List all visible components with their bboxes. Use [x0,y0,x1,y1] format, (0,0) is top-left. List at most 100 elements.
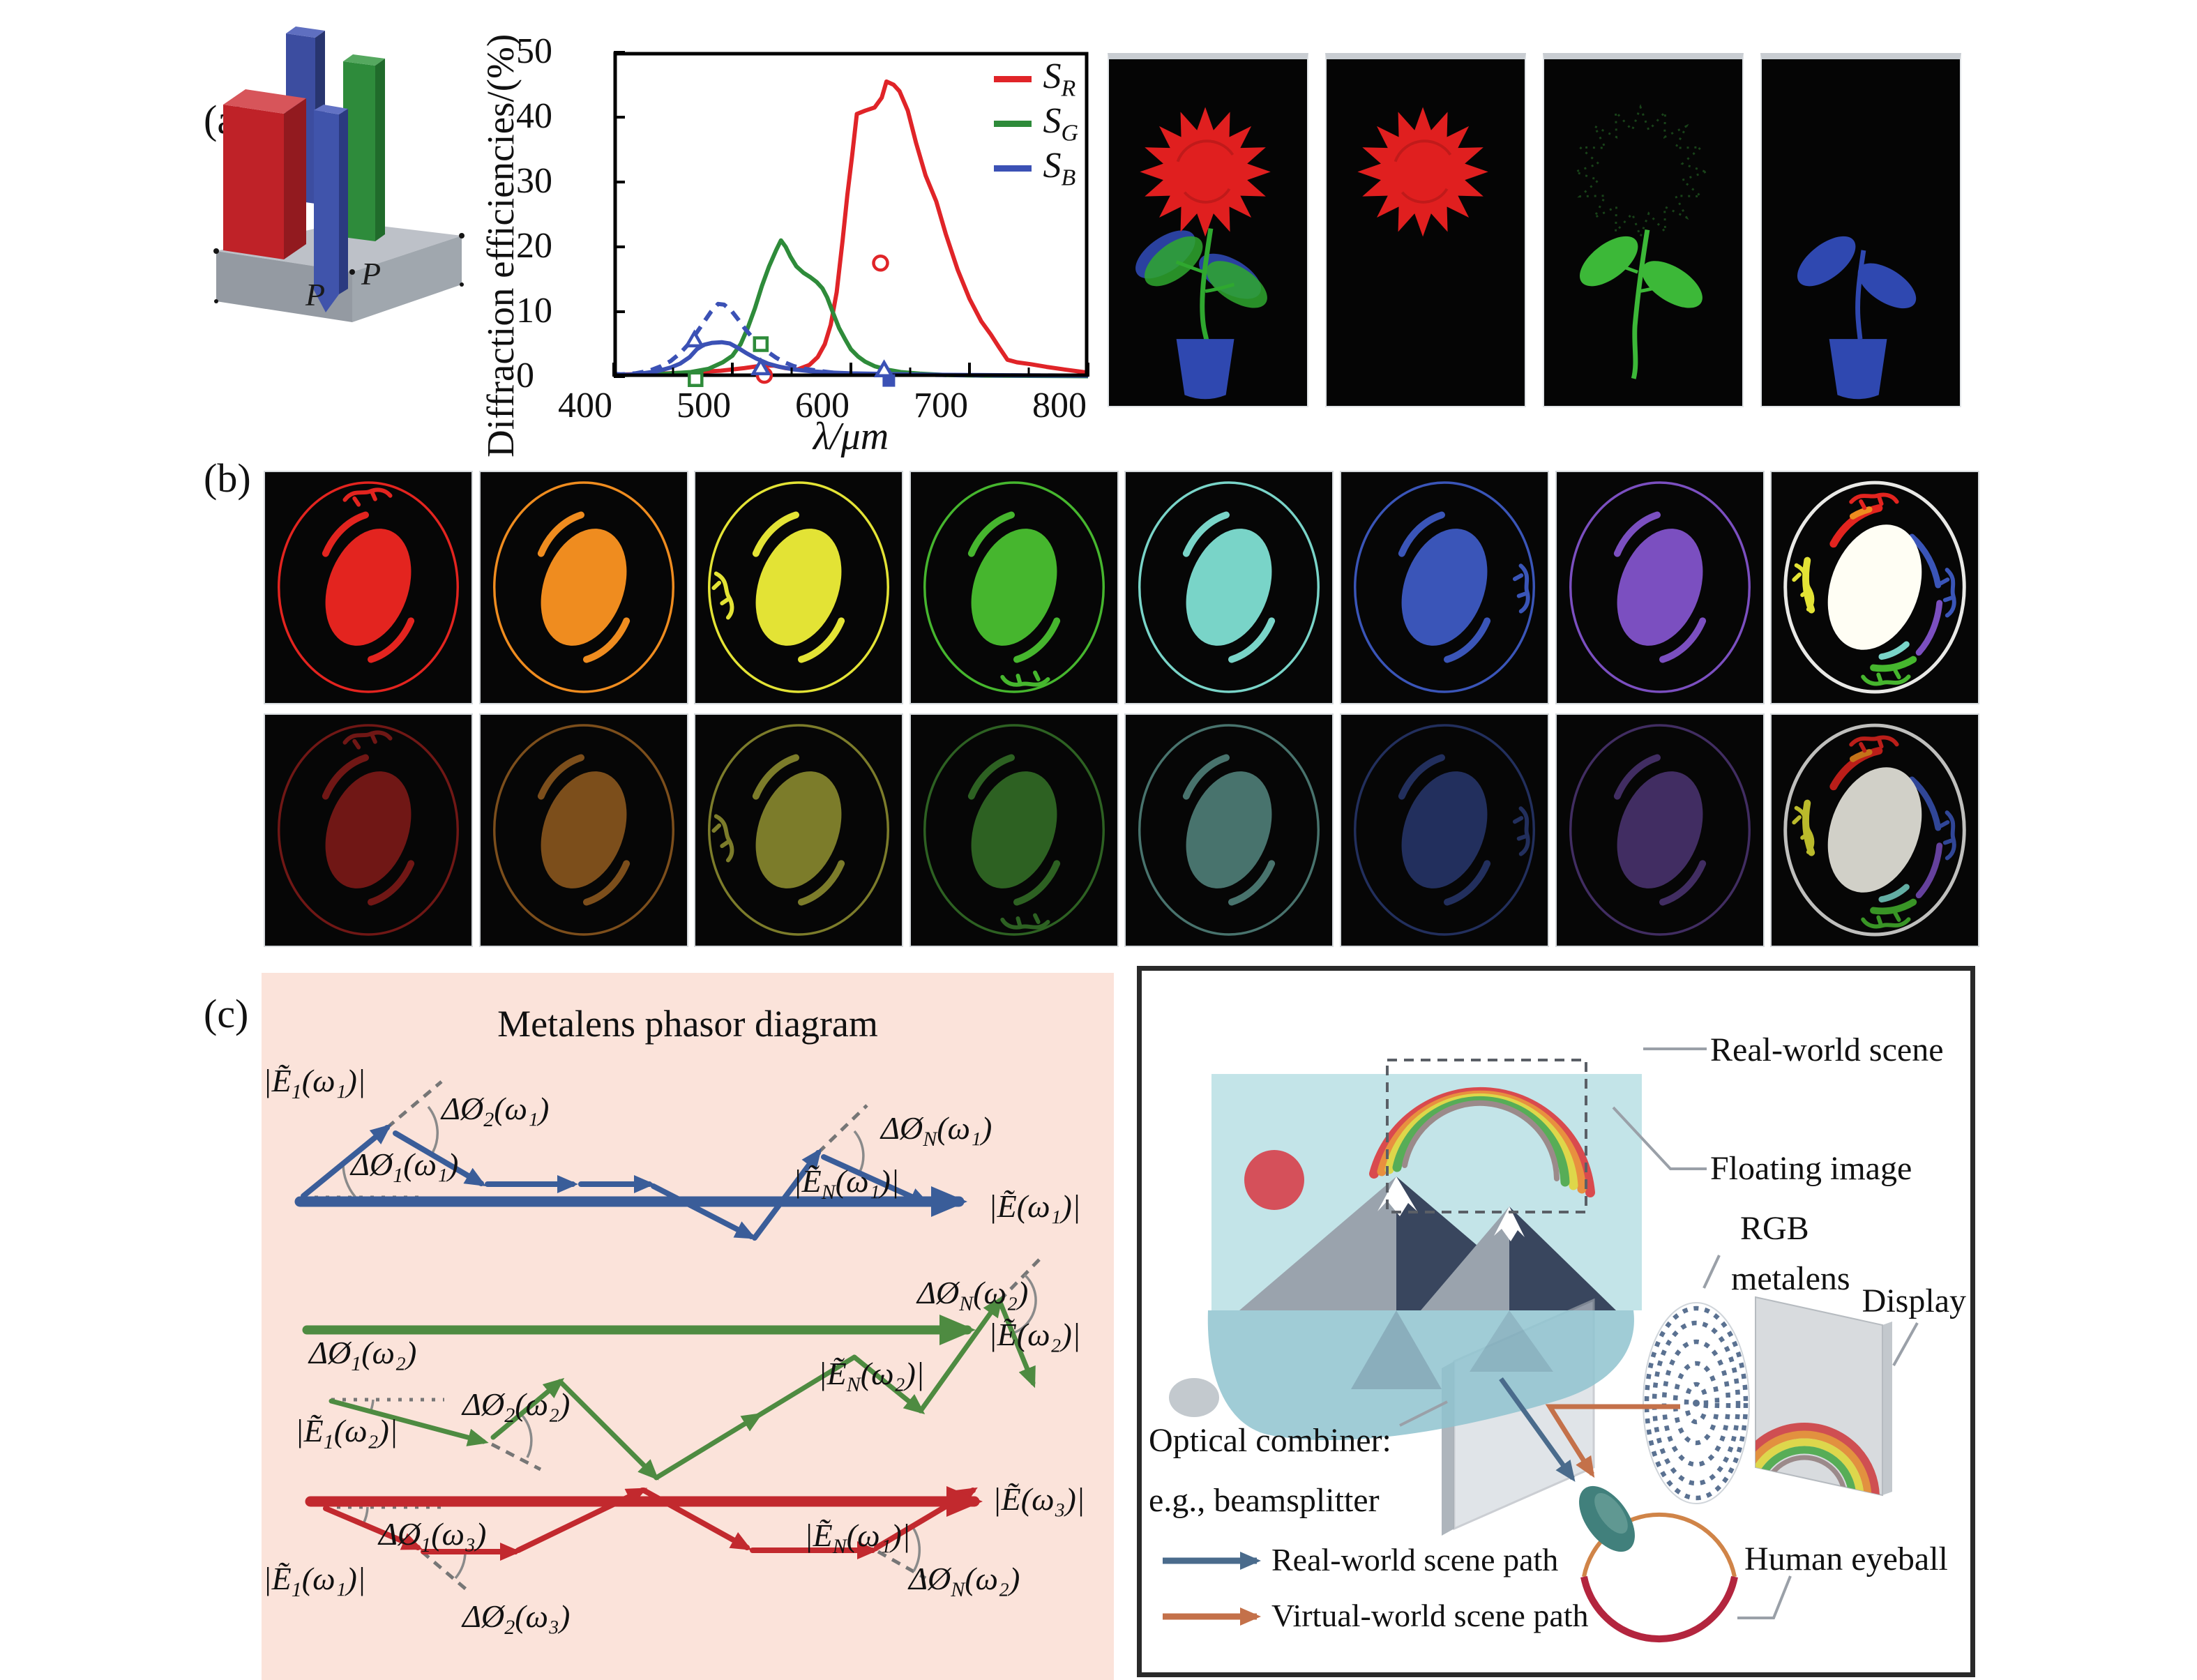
period-label-p1: P [305,277,325,312]
vortex-image [1569,481,1751,693]
blue-leaves [1797,236,1917,309]
vortex-image [1354,724,1535,936]
phasor-label: ΔØ1(ω₃) [379,1516,487,1557]
vortex-image [1783,723,1966,937]
vortex-image [1138,481,1320,693]
label-real-world-path: Real-world scene path [1271,1542,1559,1577]
vortex-cell-green-row-1 [909,471,1119,704]
series-S_G [613,238,1089,379]
xtick-label: 500 [677,386,731,425]
vortex-cell-green-row-2 [909,713,1119,947]
pillar-green [343,54,385,241]
vortex-image [708,724,890,936]
vortex-image [708,481,890,693]
faint-blossom-outline [1571,104,1709,240]
chart-frame [613,52,1089,377]
marker-triangle-open [873,359,895,377]
chart-legend: SR SG SB [994,56,1078,190]
rgb-metalens [1643,1302,1750,1504]
vortex-cell-blue-row-2 [1340,713,1549,947]
phasor-chain-omega1 [294,1123,967,1241]
legend-swatch-red [994,75,1032,82]
vortex-image [278,481,459,693]
ytick-label: 40 [516,96,552,136]
xtick-label: 600 [795,386,850,425]
reflection [1351,1310,1442,1389]
legend-item-sr: SR [994,56,1078,101]
flower-image-red-channel [1325,53,1526,407]
stem [1200,228,1214,341]
phasor-label: |Ẽ(ω₂)| [988,1317,1081,1352]
panel-b-label: (b) [204,455,251,501]
chart-plot-area [612,51,1089,387]
phasor-label: |Ẽ1(ω₁)| [263,1561,366,1602]
legend-item-sb: SB [994,146,1078,190]
label-human-eyeball: Human eyeball [1744,1541,1948,1577]
phasor-label: ΔØ2(ω₂) [462,1386,571,1428]
label-optical-combiner-1: Optical combiner: [1149,1422,1391,1459]
ar-scene [1163,1047,1919,1643]
label-floating-image: Floating image [1710,1150,1912,1187]
vortex-cell-orange-row-2 [478,713,688,947]
marker-square-filled [882,374,896,387]
vortex-cell-red-row-1 [264,471,473,704]
vortex-image [1569,724,1751,936]
label-rgb: RGB [1740,1210,1809,1247]
ar-display-schematic: Real-world scene Floating image RGB meta… [1137,966,1975,1677]
pillar-red [223,89,306,259]
ytick-label: 20 [516,226,552,266]
water [1207,1310,1634,1441]
flower-image-blue-channel [1760,53,1961,407]
phasor-label: |Ẽ1(ω₂)| [295,1413,398,1454]
phasor-label: ΔØ1(ω₂) [309,1335,417,1376]
vortex-cell-blue-row-1 [1340,471,1549,704]
phasor-label: |ẼN(ω₂)| [818,1356,925,1397]
display-panel [1755,1296,1892,1497]
phasor-label: |Ẽ(ω₁)| [988,1188,1081,1224]
display-rainbow [1756,1423,1880,1495]
pillar-blue-front [314,105,348,312]
reflection [1470,1310,1553,1372]
period-label-p2: P [361,256,381,292]
vortex-cell-purple-row-2 [1555,713,1765,947]
phasor-label: ΔØN(ω₂) [909,1561,1020,1602]
vortex-image [278,724,459,936]
label-real-world-scene: Real-world scene [1710,1031,1944,1068]
vortex-cell-red-row-2 [264,713,473,947]
vortex-image [492,724,674,936]
vortex-image [923,724,1105,936]
leader-lines [1399,1047,1919,1619]
marker-triangle-open [750,357,771,376]
stem [1855,250,1866,340]
metalens-phasor-diagram: Metalens phasor diagram [262,973,1114,1680]
series-S_B_dashed [613,301,1089,378]
sun [1244,1150,1304,1210]
marker-triangle-open [684,329,705,348]
green-leaves [1144,236,1267,308]
red-blossom [1357,107,1488,237]
diffraction-efficiency-chart: SR SG SB [612,51,1089,387]
phasor-label: ΔØN(ω₁) [881,1110,992,1151]
vortex-cell-white-row-2 [1770,713,1980,947]
meta-atom-3d-schematic: P P [213,27,465,322]
virtual-world-path-arrow [1545,1404,1680,1478]
vortex-cell-orange-row-1 [478,471,688,704]
xtick-label: 700 [914,386,968,425]
chart-markers [684,255,896,387]
vortex-cell-cyan-row-1 [1124,471,1334,704]
vortex-cell-cyan-row-2 [1124,713,1334,947]
stem [1631,229,1650,379]
phasor-label: |Ẽ1(ω₁)| [263,1063,366,1104]
phasor-title: Metalens phasor diagram [497,1003,878,1045]
phasor-label: ΔØ1(ω₁) [351,1147,459,1188]
phasor-label: |Ẽ(ω₃)| [992,1481,1085,1517]
phasor-chain-omega2 [302,1296,1036,1481]
vortex-image [1354,481,1535,693]
vortex-image [492,481,674,693]
blue-pot [1176,339,1235,400]
label-metalens: metalens [1731,1260,1850,1297]
chart-x-axis-title: λ/μm [813,415,889,458]
label-display: Display [1862,1282,1966,1319]
label-optical-combiner-2: e.g., beamsplitter [1149,1482,1380,1519]
legend-swatch-blue [994,165,1032,172]
